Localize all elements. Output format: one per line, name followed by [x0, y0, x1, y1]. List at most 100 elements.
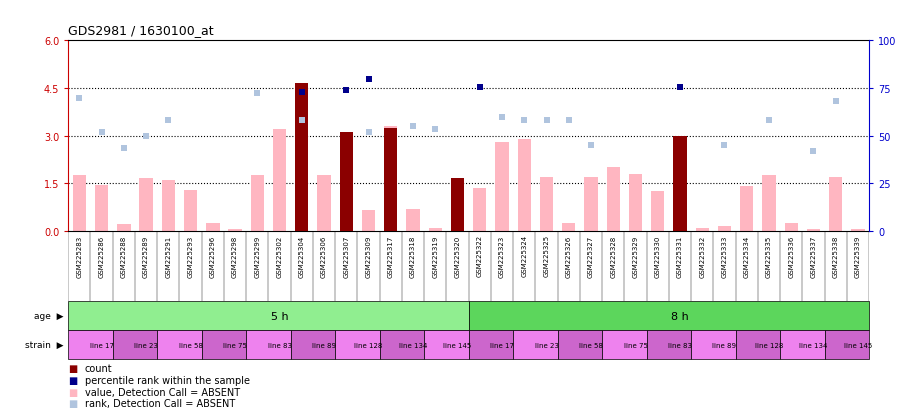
Text: GSM225338: GSM225338 [833, 235, 839, 277]
Text: GSM225298: GSM225298 [232, 235, 238, 277]
Text: strain  ▶: strain ▶ [25, 340, 64, 349]
Text: GSM225318: GSM225318 [410, 235, 416, 277]
Text: GSM225289: GSM225289 [143, 235, 149, 277]
Bar [429, 228, 442, 231]
Bar [273, 130, 287, 231]
Bar [495, 142, 509, 231]
Text: GSM225323: GSM225323 [499, 235, 505, 277]
Bar [469, 330, 513, 359]
Bar [807, 230, 820, 231]
Text: line 58: line 58 [178, 342, 203, 348]
Bar [450, 179, 464, 231]
Bar [117, 225, 130, 231]
Text: GSM225283: GSM225283 [76, 235, 83, 277]
Text: line 17: line 17 [89, 342, 114, 348]
Text: GSM225324: GSM225324 [521, 235, 527, 277]
Bar [513, 330, 558, 359]
Bar [295, 84, 308, 231]
Text: line 58: line 58 [579, 342, 603, 348]
Text: line 134: line 134 [399, 342, 427, 348]
Bar [518, 140, 531, 231]
Bar [824, 330, 869, 359]
Bar [228, 230, 242, 231]
Bar [695, 228, 709, 231]
Bar [339, 141, 353, 231]
Text: line 23: line 23 [134, 342, 158, 348]
Bar [629, 174, 642, 231]
Text: GSM225334: GSM225334 [743, 235, 750, 277]
Text: GSM225319: GSM225319 [432, 235, 439, 277]
Bar [339, 133, 353, 231]
Text: age  ▶: age ▶ [35, 311, 64, 320]
Bar [851, 230, 864, 231]
Text: GDS2981 / 1630100_at: GDS2981 / 1630100_at [68, 24, 214, 37]
Text: GSM225306: GSM225306 [321, 235, 327, 277]
Text: ■: ■ [68, 363, 77, 373]
Bar [139, 179, 153, 231]
Text: GSM225302: GSM225302 [277, 235, 283, 277]
Bar [73, 176, 86, 231]
Bar [651, 192, 664, 231]
Bar [384, 128, 398, 231]
Text: GSM225320: GSM225320 [454, 235, 460, 277]
Text: GSM225335: GSM225335 [766, 235, 772, 277]
Bar [362, 211, 375, 231]
Text: 5 h: 5 h [271, 311, 288, 321]
Text: GSM225286: GSM225286 [98, 235, 105, 277]
Bar [95, 185, 108, 231]
Bar [335, 330, 379, 359]
Bar [250, 176, 264, 231]
Bar [784, 223, 798, 231]
Bar [157, 330, 202, 359]
Text: line 145: line 145 [844, 342, 872, 348]
Text: line 17: line 17 [490, 342, 514, 348]
Text: GSM225325: GSM225325 [543, 235, 550, 277]
Bar [584, 178, 598, 231]
Bar [68, 330, 113, 359]
Bar [473, 188, 487, 231]
Text: GSM225328: GSM225328 [611, 235, 616, 277]
Text: GSM225326: GSM225326 [566, 235, 571, 277]
Text: GSM225309: GSM225309 [366, 235, 371, 277]
Text: value, Detection Call = ABSENT: value, Detection Call = ABSENT [85, 387, 239, 396]
Bar [718, 226, 731, 231]
Text: line 145: line 145 [443, 342, 471, 348]
Bar [558, 330, 602, 359]
Bar [673, 136, 687, 231]
Bar [318, 176, 330, 231]
Bar [113, 330, 157, 359]
Bar [562, 223, 575, 231]
Bar [207, 223, 219, 231]
Bar [290, 330, 335, 359]
Text: percentile rank within the sample: percentile rank within the sample [85, 375, 249, 385]
Bar [407, 209, 420, 231]
Bar [829, 178, 843, 231]
Text: GSM225330: GSM225330 [654, 235, 661, 277]
Bar [607, 168, 620, 231]
Text: GSM225291: GSM225291 [166, 235, 171, 277]
Bar [184, 190, 197, 231]
Bar [379, 330, 424, 359]
Bar [540, 178, 553, 231]
Bar [780, 330, 824, 359]
Text: rank, Detection Call = ABSENT: rank, Detection Call = ABSENT [85, 398, 235, 408]
Text: GSM225317: GSM225317 [388, 235, 394, 277]
Text: GSM225293: GSM225293 [187, 235, 194, 277]
Text: line 75: line 75 [623, 342, 647, 348]
Bar [602, 330, 647, 359]
Text: GSM225307: GSM225307 [343, 235, 349, 277]
Bar [740, 187, 753, 231]
Text: GSM225339: GSM225339 [854, 235, 861, 277]
Text: GSM225336: GSM225336 [788, 235, 794, 277]
Text: GSM225331: GSM225331 [677, 235, 683, 277]
Text: line 128: line 128 [354, 342, 383, 348]
Bar [202, 330, 247, 359]
Text: GSM225288: GSM225288 [121, 235, 126, 277]
Text: line 89: line 89 [312, 342, 336, 348]
Bar [247, 330, 290, 359]
Text: GSM225327: GSM225327 [588, 235, 594, 277]
Bar [384, 127, 398, 231]
Text: GSM225337: GSM225337 [811, 235, 816, 277]
Bar [68, 301, 469, 330]
Text: line 23: line 23 [534, 342, 559, 348]
